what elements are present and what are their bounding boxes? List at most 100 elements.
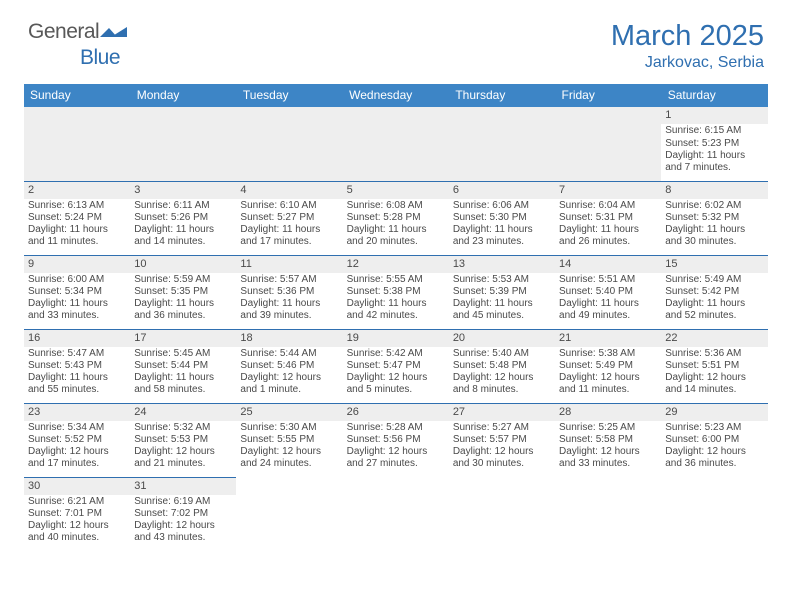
daylight-line1: Daylight: 12 hours <box>28 520 126 532</box>
sunrise-text: Sunrise: 6:04 AM <box>559 200 657 212</box>
sunset-text: Sunset: 5:47 PM <box>347 360 445 372</box>
daylight-line2: and 42 minutes. <box>347 310 445 322</box>
calendar-cell: 16Sunrise: 5:47 AMSunset: 5:43 PMDayligh… <box>24 329 130 403</box>
calendar-cell: 14Sunrise: 5:51 AMSunset: 5:40 PMDayligh… <box>555 255 661 329</box>
sunrise-text: Sunrise: 5:25 AM <box>559 422 657 434</box>
sunset-text: Sunset: 5:58 PM <box>559 434 657 446</box>
day-number: 11 <box>236 256 342 273</box>
calendar-cell: 10Sunrise: 5:59 AMSunset: 5:35 PMDayligh… <box>130 255 236 329</box>
calendar-cell: 25Sunrise: 5:30 AMSunset: 5:55 PMDayligh… <box>236 403 342 477</box>
calendar-cell: 13Sunrise: 5:53 AMSunset: 5:39 PMDayligh… <box>449 255 555 329</box>
sunset-text: Sunset: 5:39 PM <box>453 286 551 298</box>
sunrise-text: Sunrise: 5:27 AM <box>453 422 551 434</box>
weekday-header-row: Sunday Monday Tuesday Wednesday Thursday… <box>24 84 768 107</box>
day-number: 26 <box>343 404 449 421</box>
daylight-line2: and 36 minutes. <box>665 458 763 470</box>
weekday-header: Thursday <box>449 84 555 107</box>
calendar-row: 9Sunrise: 6:00 AMSunset: 5:34 PMDaylight… <box>24 255 768 329</box>
sunset-text: Sunset: 5:24 PM <box>28 212 126 224</box>
sunrise-text: Sunrise: 6:00 AM <box>28 274 126 286</box>
sunset-text: Sunset: 5:23 PM <box>665 138 763 150</box>
sunset-text: Sunset: 6:00 PM <box>665 434 763 446</box>
calendar-row: 30Sunrise: 6:21 AMSunset: 7:01 PMDayligh… <box>24 477 768 551</box>
calendar-cell: 5Sunrise: 6:08 AMSunset: 5:28 PMDaylight… <box>343 181 449 255</box>
daylight-line1: Daylight: 11 hours <box>134 224 232 236</box>
sunrise-text: Sunrise: 5:59 AM <box>134 274 232 286</box>
sunset-text: Sunset: 5:49 PM <box>559 360 657 372</box>
day-number: 23 <box>24 404 130 421</box>
brand-part1: General <box>28 20 99 44</box>
sunrise-text: Sunrise: 5:57 AM <box>240 274 338 286</box>
calendar-cell: 6Sunrise: 6:06 AMSunset: 5:30 PMDaylight… <box>449 181 555 255</box>
sunrise-text: Sunrise: 6:11 AM <box>134 200 232 212</box>
daylight-line2: and 49 minutes. <box>559 310 657 322</box>
calendar-cell: 1Sunrise: 6:15 AMSunset: 5:23 PMDaylight… <box>661 107 767 181</box>
sunset-text: Sunset: 5:53 PM <box>134 434 232 446</box>
daylight-line1: Daylight: 12 hours <box>240 372 338 384</box>
daylight-line1: Daylight: 11 hours <box>28 372 126 384</box>
calendar-cell: 20Sunrise: 5:40 AMSunset: 5:48 PMDayligh… <box>449 329 555 403</box>
title-block: March 2025 Jarkovac, Serbia <box>611 20 764 72</box>
daylight-line2: and 33 minutes. <box>559 458 657 470</box>
calendar-cell: 3Sunrise: 6:11 AMSunset: 5:26 PMDaylight… <box>130 181 236 255</box>
weekday-header: Friday <box>555 84 661 107</box>
sunset-text: Sunset: 5:27 PM <box>240 212 338 224</box>
daylight-line1: Daylight: 11 hours <box>453 298 551 310</box>
day-number: 22 <box>661 330 767 347</box>
daylight-line2: and 58 minutes. <box>134 384 232 396</box>
daylight-line2: and 39 minutes. <box>240 310 338 322</box>
daylight-line2: and 33 minutes. <box>28 310 126 322</box>
calendar-cell: 31Sunrise: 6:19 AMSunset: 7:02 PMDayligh… <box>130 477 236 551</box>
daylight-line2: and 5 minutes. <box>347 384 445 396</box>
day-number: 30 <box>24 478 130 495</box>
day-number: 28 <box>555 404 661 421</box>
day-number: 2 <box>24 182 130 199</box>
day-number: 18 <box>236 330 342 347</box>
sunrise-text: Sunrise: 6:21 AM <box>28 496 126 508</box>
daylight-line1: Daylight: 12 hours <box>559 446 657 458</box>
sunrise-text: Sunrise: 5:23 AM <box>665 422 763 434</box>
day-number: 9 <box>24 256 130 273</box>
day-number: 12 <box>343 256 449 273</box>
day-number: 6 <box>449 182 555 199</box>
sunset-text: Sunset: 5:48 PM <box>453 360 551 372</box>
sunset-text: Sunset: 5:31 PM <box>559 212 657 224</box>
calendar-cell <box>343 107 449 181</box>
daylight-line1: Daylight: 12 hours <box>665 372 763 384</box>
weekday-header: Saturday <box>661 84 767 107</box>
daylight-line1: Daylight: 12 hours <box>453 372 551 384</box>
daylight-line1: Daylight: 12 hours <box>134 446 232 458</box>
sunrise-text: Sunrise: 5:53 AM <box>453 274 551 286</box>
daylight-line1: Daylight: 11 hours <box>453 224 551 236</box>
calendar-cell <box>555 477 661 551</box>
daylight-line1: Daylight: 12 hours <box>559 372 657 384</box>
day-number: 20 <box>449 330 555 347</box>
daylight-line1: Daylight: 12 hours <box>665 446 763 458</box>
daylight-line2: and 20 minutes. <box>347 236 445 248</box>
calendar-cell <box>236 477 342 551</box>
sunset-text: Sunset: 5:38 PM <box>347 286 445 298</box>
calendar-cell: 7Sunrise: 6:04 AMSunset: 5:31 PMDaylight… <box>555 181 661 255</box>
day-number: 5 <box>343 182 449 199</box>
daylight-line1: Daylight: 12 hours <box>240 446 338 458</box>
daylight-line2: and 30 minutes. <box>665 236 763 248</box>
day-number: 14 <box>555 256 661 273</box>
daylight-line2: and 14 minutes. <box>665 384 763 396</box>
daylight-line2: and 11 minutes. <box>28 236 126 248</box>
daylight-line2: and 45 minutes. <box>453 310 551 322</box>
day-number: 13 <box>449 256 555 273</box>
daylight-line2: and 21 minutes. <box>134 458 232 470</box>
sunrise-text: Sunrise: 5:40 AM <box>453 348 551 360</box>
sunrise-text: Sunrise: 5:28 AM <box>347 422 445 434</box>
calendar-cell: 22Sunrise: 5:36 AMSunset: 5:51 PMDayligh… <box>661 329 767 403</box>
calendar-cell: 18Sunrise: 5:44 AMSunset: 5:46 PMDayligh… <box>236 329 342 403</box>
daylight-line2: and 52 minutes. <box>665 310 763 322</box>
calendar-cell: 21Sunrise: 5:38 AMSunset: 5:49 PMDayligh… <box>555 329 661 403</box>
day-number: 4 <box>236 182 342 199</box>
calendar-row: 16Sunrise: 5:47 AMSunset: 5:43 PMDayligh… <box>24 329 768 403</box>
daylight-line2: and 14 minutes. <box>134 236 232 248</box>
daylight-line1: Daylight: 11 hours <box>665 224 763 236</box>
weekday-header: Sunday <box>24 84 130 107</box>
daylight-line2: and 17 minutes. <box>28 458 126 470</box>
sunrise-text: Sunrise: 6:02 AM <box>665 200 763 212</box>
